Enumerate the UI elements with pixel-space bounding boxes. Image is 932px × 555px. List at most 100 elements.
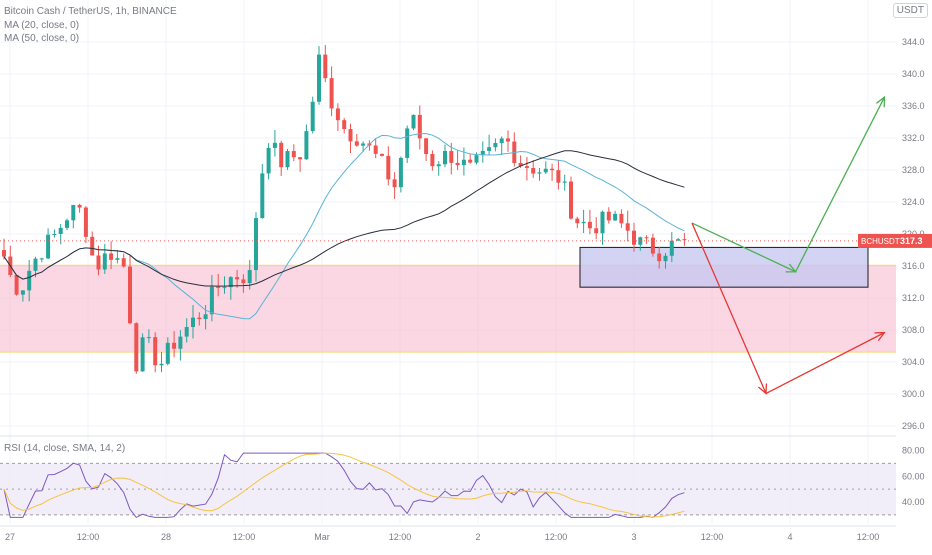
candle-body: [279, 142, 284, 168]
candle-body: [380, 153, 384, 156]
time-tick-label: 12:00: [857, 532, 880, 542]
candle-body: [461, 159, 466, 166]
candle-body: [33, 258, 38, 271]
price-axis[interactable]: 344.0340.0336.0332.0328.0324.0320.0316.0…: [858, 0, 932, 546]
ma50-legend: MA (50, close, 0): [4, 33, 80, 44]
candle-body: [39, 258, 44, 260]
candle-body: [128, 266, 132, 324]
candle-body: [266, 147, 271, 174]
candle-body: [587, 221, 592, 229]
candle-body: [436, 164, 441, 167]
candle-body: [235, 277, 240, 280]
candle-body: [581, 221, 586, 224]
candle-body: [2, 250, 6, 257]
bullish-arrow-head: [876, 95, 886, 108]
candle-body: [487, 147, 492, 151]
candle-body: [77, 204, 82, 208]
candle-body: [65, 220, 69, 228]
candle-body: [134, 323, 139, 372]
candle-body: [386, 155, 391, 180]
candle-body: [430, 153, 435, 167]
candle-body: [46, 234, 51, 259]
candle-body: [405, 128, 410, 158]
candle-body: [619, 213, 624, 224]
candle-body: [455, 162, 460, 166]
candle-body: [241, 279, 246, 284]
candle-body: [310, 101, 315, 132]
candle-body: [216, 286, 221, 288]
bullish-arrow-head: [785, 263, 797, 273]
candle-body: [71, 204, 76, 221]
projection-arrows: [691, 95, 886, 395]
chart-title: Bitcoin Cash / TetherUS, 1h, BINANCE: [4, 6, 177, 17]
last-price-badge: [896, 233, 932, 248]
candle-body: [625, 223, 630, 231]
price-tick-label: 316.0: [902, 261, 925, 271]
candle-body: [398, 157, 403, 188]
candle-body: [650, 237, 655, 254]
price-tick-label: 324.0: [902, 197, 925, 207]
candle-body: [543, 168, 548, 173]
price-tick-label: 304.0: [902, 357, 925, 367]
candle-body: [165, 342, 170, 364]
currency-button[interactable]: USDT: [892, 3, 928, 18]
time-tick-label: 12:00: [77, 532, 100, 542]
rsi-tick-label: 60.00: [902, 471, 925, 481]
candle-body: [600, 211, 605, 234]
candle-body: [140, 337, 145, 372]
candle-body: [27, 270, 32, 291]
candle-body: [348, 129, 353, 142]
candle-body: [669, 240, 674, 256]
candle-body: [613, 213, 618, 221]
candle-body: [298, 157, 303, 160]
candle-body: [304, 131, 309, 160]
candle-body: [373, 145, 378, 154]
candle-body: [449, 150, 454, 163]
candle-body: [354, 141, 359, 146]
candle-body: [172, 342, 177, 349]
price-tick-label: 312.0: [902, 293, 925, 303]
candle-body: [676, 239, 681, 241]
price-axis-bg: [896, 0, 932, 546]
candle-body: [518, 162, 523, 167]
price-tick-label: 332.0: [902, 133, 925, 143]
time-tick-label: 12:00: [389, 532, 412, 542]
moving-averages: [0, 132, 896, 320]
candle-body: [657, 253, 662, 262]
candle-body: [272, 142, 277, 148]
candle-body: [323, 54, 328, 79]
rsi-band: [0, 463, 896, 515]
candle-body: [663, 255, 668, 262]
time-tick-label: 3: [631, 532, 636, 542]
price-tick-label: 344.0: [902, 37, 925, 47]
time-tick-label: 27: [5, 532, 15, 542]
candle-body: [493, 143, 498, 148]
candle-body: [411, 114, 416, 129]
candle-body: [222, 287, 227, 289]
candle-body: [83, 207, 88, 237]
candle-body: [228, 277, 233, 288]
bearish-arrow-head: [874, 331, 886, 341]
demand-box: [579, 246, 869, 288]
candle-body: [424, 138, 429, 154]
rsi-ma-line: [3, 452, 685, 518]
rsi-pane: 80.00 60.00 40.00: [0, 446, 925, 519]
time-tick-label: 28: [161, 532, 171, 542]
time-axis[interactable]: 27 12:00 28 12:00 Mar 12:00 2 12:00 3 12:00 4 12:00: [0, 525, 896, 542]
candle-body: [569, 181, 573, 219]
candle-body: [644, 237, 649, 239]
candle-body: [285, 151, 290, 168]
time-tick-label: 4: [787, 532, 792, 542]
price-tick-label: 300.0: [902, 389, 925, 399]
candle-body: [260, 173, 265, 219]
candle-body: [317, 54, 321, 102]
candle-body: [443, 150, 447, 165]
candle-body: [468, 159, 473, 163]
time-tick-label: 12:00: [233, 532, 256, 542]
symbol-tag: BCHUSDT: [861, 237, 900, 246]
price-tick-label: 340.0: [902, 69, 925, 79]
time-tick-label: 12:00: [545, 532, 568, 542]
candle-body: [159, 363, 164, 366]
price-tick-label: 296.0: [902, 421, 925, 431]
